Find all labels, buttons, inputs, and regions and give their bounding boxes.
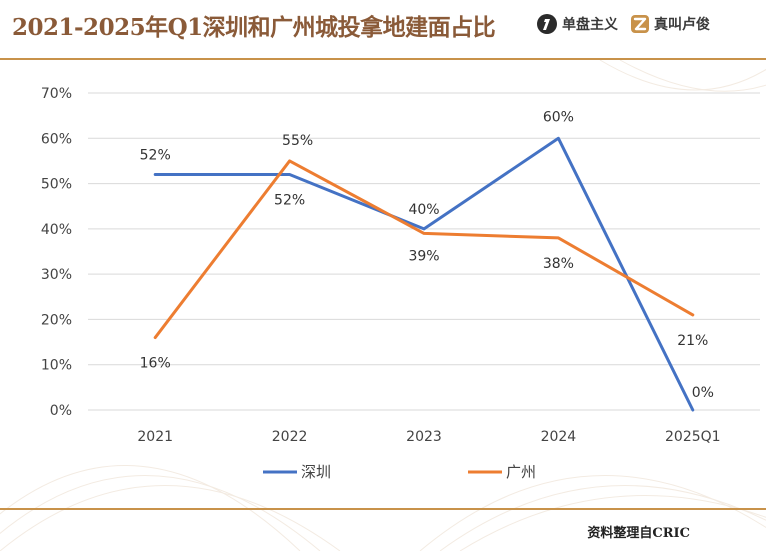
data-label-shenzhen: 0% xyxy=(692,385,714,401)
data-label-guangzhou: 39% xyxy=(408,248,439,264)
data-label-shenzhen: 52% xyxy=(140,148,171,164)
series-line-shenzhen xyxy=(153,136,695,412)
y-tick-label: 50% xyxy=(41,177,72,193)
y-tick-label: 10% xyxy=(41,358,72,374)
header-divider xyxy=(0,58,766,60)
brand1-name: 单盘主义 xyxy=(562,17,618,33)
data-label-shenzhen: 52% xyxy=(274,193,305,209)
data-label-shenzhen: 60% xyxy=(543,109,574,125)
series-line-guangzhou xyxy=(153,159,695,340)
y-tick-label: 20% xyxy=(41,312,72,328)
brand-zhenjiaolujun: 真叫卢俊 xyxy=(630,12,710,36)
data-label-guangzhou: 21% xyxy=(677,333,708,349)
y-tick-label: 60% xyxy=(41,131,72,147)
zhenjiao-logo-icon xyxy=(631,15,649,33)
legend-label-shenzhen: 深圳 xyxy=(301,463,331,481)
footer-divider xyxy=(0,508,766,510)
y-tick-label: 40% xyxy=(41,222,72,238)
series-lines xyxy=(153,136,695,412)
x-tick-label: 2022 xyxy=(272,429,308,445)
y-tick-label: 70% xyxy=(41,86,72,102)
y-axis-tick-labels: 0% 10% 20% 30% 40% 50% 60% 70% xyxy=(41,86,72,419)
brand-danpanzhuyi: 单盘主义 xyxy=(536,12,618,36)
x-tick-label: 2024 xyxy=(541,429,577,445)
x-tick-label: 2025Q1 xyxy=(665,429,721,445)
header: 2021-2025年Q1深圳和广州城投拿地建面占比 单盘主义 真叫卢俊 xyxy=(0,0,766,58)
page-title: 2021-2025年Q1深圳和广州城投拿地建面占比 xyxy=(12,14,496,41)
data-labels: 52% 52% 40% 60% 0% 16% 55% 39% 38% 21% xyxy=(140,109,714,401)
danpan-logo-icon xyxy=(537,14,557,34)
x-axis-tick-labels: 2021 2022 2023 2024 2025Q1 xyxy=(137,429,720,445)
x-tick-label: 2021 xyxy=(137,429,173,445)
y-tick-label: 0% xyxy=(50,403,72,419)
source-note: 资料整理自CRIC xyxy=(587,526,690,541)
y-tick-label: 30% xyxy=(41,267,72,283)
data-label-guangzhou: 16% xyxy=(140,356,171,372)
legend-label-guangzhou: 广州 xyxy=(506,463,536,481)
x-tick-label: 2023 xyxy=(406,429,442,445)
data-label-guangzhou: 38% xyxy=(543,256,574,272)
brand2-name: 真叫卢俊 xyxy=(654,17,710,33)
data-label-guangzhou: 55% xyxy=(282,133,313,149)
line-chart: 0% 10% 20% 30% 40% 50% 60% 70% 2021 2022 2023 2024… xyxy=(41,86,760,481)
data-label-shenzhen: 40% xyxy=(408,202,439,218)
chart-container: 0% 10% 20% 30% 40% 50% 60% 70% 2021 2022 2023 2024… xyxy=(0,60,766,506)
legend: 深圳 广州 xyxy=(263,463,536,481)
